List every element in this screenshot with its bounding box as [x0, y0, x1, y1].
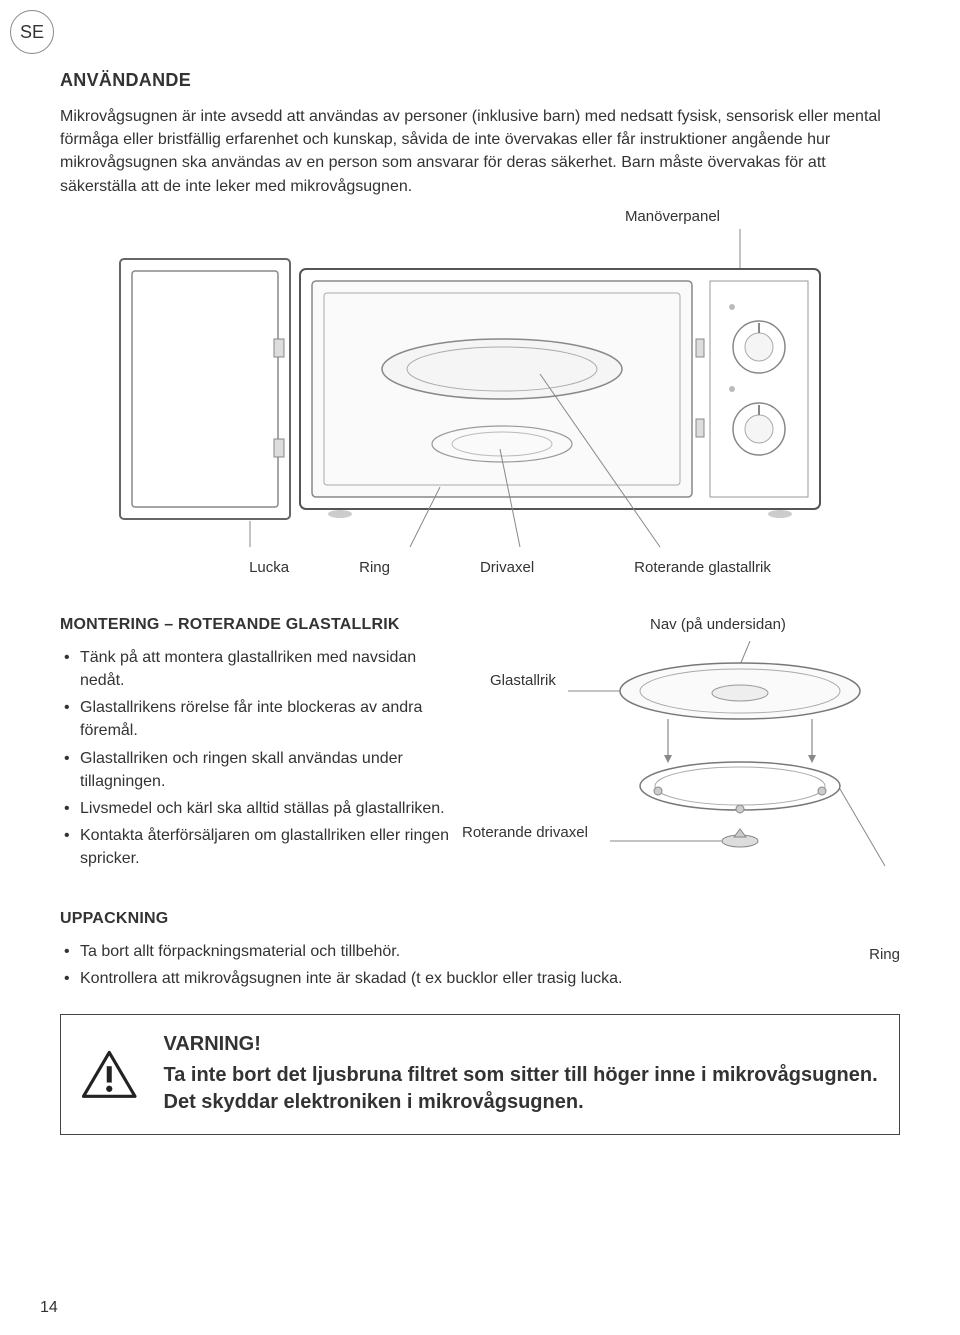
intro-paragraph: Mikrovågsugnen är inte avsedd att använd…: [60, 105, 900, 198]
microwave-diagram: [60, 229, 900, 549]
montering-list: Tänk på att montera glastallriken med na…: [60, 646, 460, 871]
list-item: Glastallriken och ringen skall användas …: [60, 747, 460, 793]
list-item: Glastallrikens rörelse får inte blockera…: [60, 696, 460, 742]
microwave-bottom-labels: Lucka Ring Drivaxel Roterande glastallri…: [60, 559, 900, 576]
label-glastallrik: Glastallrik: [490, 672, 556, 689]
heading-montering: MONTERING – ROTERANDE GLASTALLRIK: [60, 616, 460, 634]
heading-anvandande: ANVÄNDANDE: [60, 70, 900, 91]
language-badge: SE: [10, 10, 54, 54]
list-item: Livsmedel och kärl ska alltid ställas på…: [60, 797, 460, 820]
list-item: Ta bort allt förpackningsmaterial och ti…: [60, 940, 840, 963]
label-drivaxel: Drivaxel: [480, 559, 534, 576]
warning-icon: [81, 1035, 138, 1115]
label-ring: Ring: [359, 559, 390, 576]
label-lucka: Lucka: [249, 559, 289, 576]
label-ring-right: Ring: [840, 940, 900, 963]
warning-box: VARNING! Ta inte bort det ljusbruna filt…: [60, 1014, 900, 1135]
warning-body: Ta inte bort det ljusbruna filtret som s…: [164, 1062, 880, 1116]
list-item: Tänk på att montera glastallriken med na…: [60, 646, 460, 692]
uppackning-list: Ta bort allt förpackningsmaterial och ti…: [60, 940, 840, 994]
label-nav: Nav (på undersidan): [650, 616, 900, 633]
microwave-svg: [100, 229, 860, 549]
label-roterande: Roterande glastallrik: [634, 559, 771, 576]
list-item: Kontrollera att mikrovågsugnen inte är s…: [60, 967, 840, 990]
list-item: Kontakta återförsäljaren om glastallrike…: [60, 824, 460, 870]
warning-title: VARNING!: [164, 1033, 880, 1056]
label-roterande-drivaxel: Roterande drivaxel: [462, 824, 588, 841]
page-number: 14: [40, 1299, 58, 1317]
heading-uppackning: UPPACKNING: [60, 910, 900, 928]
label-manoverpanel: Manöverpanel: [60, 208, 720, 225]
